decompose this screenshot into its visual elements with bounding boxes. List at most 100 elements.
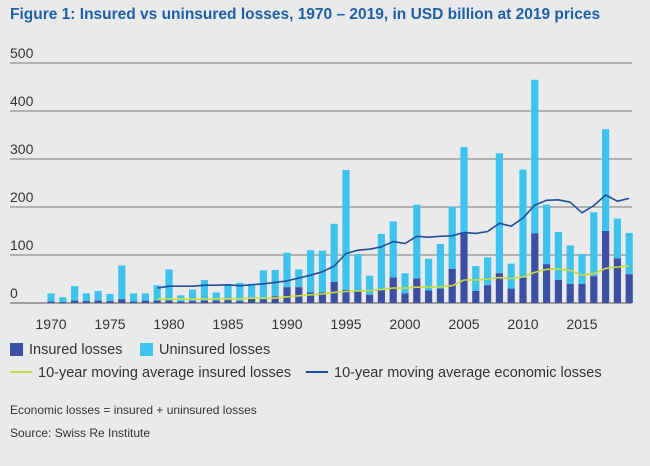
bar-insured	[436, 288, 444, 303]
legend-label-uninsured: Uninsured losses	[159, 342, 271, 358]
legend-ma-economic: 10-year moving average economic losses	[306, 365, 602, 381]
bar-uninsured	[578, 254, 586, 284]
bar-insured	[200, 300, 208, 303]
bars	[47, 79, 633, 303]
bar-uninsured	[531, 79, 539, 234]
bar-uninsured	[47, 293, 55, 302]
bar-insured	[495, 273, 503, 303]
bar-insured	[472, 291, 480, 303]
bar-uninsured	[413, 204, 421, 279]
bar-uninsured	[448, 206, 456, 269]
bar-uninsured	[342, 170, 350, 291]
bar-insured	[507, 288, 515, 303]
y-tick-label: 400	[10, 93, 34, 109]
bar-uninsured	[472, 266, 480, 291]
bar-insured	[318, 292, 326, 303]
bar-uninsured	[82, 293, 90, 302]
bar-insured	[543, 264, 551, 303]
bar-insured	[177, 301, 185, 303]
bar-uninsured	[519, 169, 527, 278]
bar-insured	[566, 283, 574, 303]
bar-insured	[259, 299, 267, 303]
bar-uninsured	[613, 218, 621, 259]
bar-insured	[236, 301, 244, 303]
bar-uninsured	[460, 147, 468, 234]
bar-uninsured	[118, 265, 126, 300]
bar-insured	[425, 290, 433, 303]
x-tick-label: 2010	[507, 316, 538, 332]
x-tick-label: 2000	[389, 316, 420, 332]
bar-uninsured	[566, 245, 574, 284]
bar-insured	[47, 301, 55, 303]
bar-insured	[460, 233, 468, 303]
legend-insured: Insured losses	[10, 342, 123, 358]
bar-uninsured	[248, 283, 256, 299]
bar-uninsured	[106, 293, 114, 302]
legend-label-insured: Insured losses	[29, 342, 123, 358]
bar-insured	[82, 301, 90, 303]
bar-insured	[602, 231, 610, 303]
bar-insured	[71, 300, 79, 303]
bar-uninsured	[259, 270, 267, 300]
bar-uninsured	[189, 289, 197, 302]
bar-uninsured	[495, 153, 503, 274]
bar-uninsured	[590, 212, 598, 277]
bar-uninsured	[200, 279, 208, 301]
y-axis-tick-labels: 0 100 200 300 400 500	[10, 45, 34, 301]
bar-insured	[531, 233, 539, 303]
bar-uninsured	[401, 273, 409, 294]
bar-insured	[141, 300, 149, 303]
bar-insured	[578, 283, 586, 303]
bar-uninsured	[330, 223, 338, 282]
y-tick-label: 100	[10, 237, 34, 253]
bar-uninsured	[236, 282, 244, 302]
bar-insured	[189, 301, 197, 303]
bar-insured	[248, 298, 256, 303]
chart-title: Figure 1: Insured vs uninsured losses, 1…	[10, 6, 601, 23]
x-axis-tick-labels: 1970 1975 1980 1985 1990 1995 2000 2005 2010 2015	[35, 316, 597, 332]
bar-uninsured	[71, 286, 79, 301]
bar-uninsured	[625, 232, 633, 275]
bar-uninsured	[354, 254, 362, 291]
y-tick-label: 200	[10, 189, 34, 205]
x-tick-label: 2005	[448, 316, 479, 332]
bar-uninsured	[436, 243, 444, 289]
legend-swatch-uninsured	[140, 343, 153, 356]
bar-insured	[59, 302, 67, 303]
bar-insured	[625, 274, 633, 303]
line-ma-insured	[157, 265, 630, 301]
bar-uninsured	[141, 293, 149, 301]
bar-uninsured	[130, 293, 138, 302]
bar-uninsured	[366, 275, 374, 295]
legend-swatch-insured	[10, 343, 23, 356]
bar-uninsured	[165, 269, 173, 301]
bar-uninsured	[153, 285, 161, 301]
legend-ma-insured: 10-year moving average insured losses	[10, 365, 291, 381]
definition-note: Economic losses = insured + uninsured lo…	[10, 403, 257, 417]
legend-label-ma-economic: 10-year moving average economic losses	[334, 365, 602, 381]
moving-average-lines	[157, 194, 630, 301]
bar-uninsured	[59, 297, 67, 303]
legend-swatch-ma-economic	[306, 371, 328, 373]
bar-uninsured	[425, 258, 433, 291]
bar-uninsured	[602, 129, 610, 231]
bar-insured	[401, 293, 409, 303]
x-tick-label: 1990	[271, 316, 302, 332]
bar-insured	[130, 301, 138, 303]
y-tick-label: 500	[10, 45, 34, 61]
x-tick-label: 1975	[94, 316, 125, 332]
x-tick-label: 1985	[212, 316, 243, 332]
x-tick-label: 2015	[566, 316, 597, 332]
y-tick-label: 0	[10, 285, 18, 301]
bar-insured	[106, 301, 114, 303]
bar-uninsured	[94, 291, 102, 301]
bar-uninsured	[224, 284, 232, 301]
bar-insured	[377, 290, 385, 303]
bar-insured	[354, 291, 362, 303]
bar-insured	[118, 299, 126, 303]
bar-insured	[519, 277, 527, 303]
stacked-bar-chart: 0 100 200 300 400 500 1970 1975 1980 1985 1990 199…	[10, 45, 633, 332]
bar-insured	[224, 300, 232, 303]
x-tick-label: 1995	[330, 316, 361, 332]
bar-insured	[153, 300, 161, 303]
